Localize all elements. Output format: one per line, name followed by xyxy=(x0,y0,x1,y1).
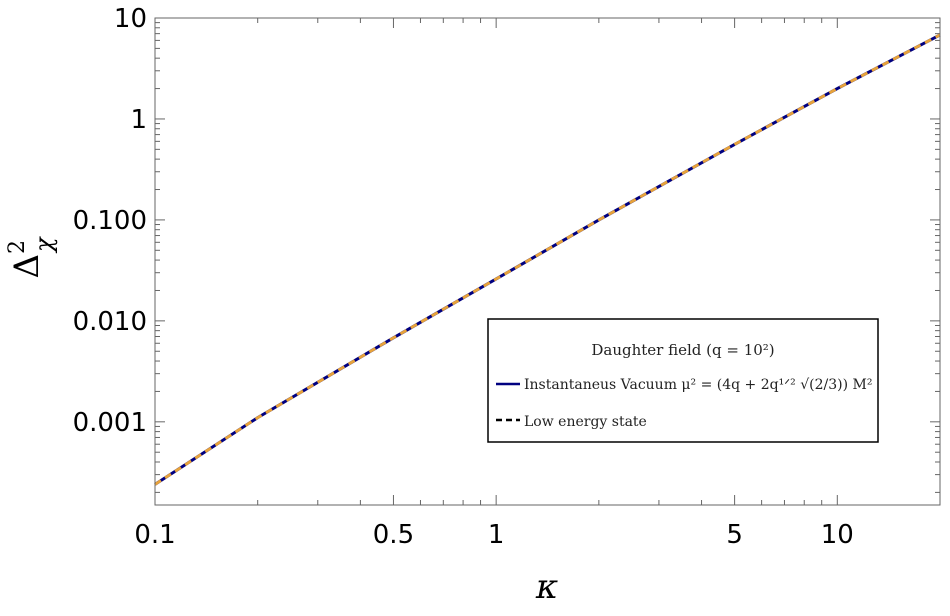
x-tick-label: 10 xyxy=(821,520,854,550)
legend-box xyxy=(487,318,879,443)
x-tick-label: 1 xyxy=(488,520,505,550)
svg-text:Δ2χ: Δ2χ xyxy=(5,236,58,279)
y-tick-label: 0.010 xyxy=(73,307,147,337)
legend-entry-instantaneous-vacuum: Instantaneus Vacuum μ² = (4q + 2q¹ᐟ² √(2… xyxy=(524,377,872,393)
series-line-1 xyxy=(154,33,941,486)
minor-ticks xyxy=(155,18,941,505)
y-axis-label-sup: 2 xyxy=(5,240,30,254)
x-tick-label: 0.5 xyxy=(373,520,414,550)
y-axis-label-sub: χ xyxy=(30,236,58,254)
series-layer xyxy=(154,33,941,486)
y-tick-label: 0.100 xyxy=(73,206,147,236)
x-tick-labels: 0.1 0.5 1 5 10 xyxy=(134,520,854,550)
legend-title: Daughter field (q = 10²) xyxy=(591,341,774,359)
y-axis-label: Δ2χ xyxy=(5,236,58,279)
x-axis-label: κ xyxy=(535,567,558,607)
x-tick-label: 5 xyxy=(726,520,743,550)
y-tick-label: 1 xyxy=(130,105,147,135)
y-tick-label: 10 xyxy=(114,4,147,34)
legend-entry-low-energy-state: Low energy state xyxy=(524,414,647,430)
y-axis-label-main: Δ xyxy=(7,254,47,279)
plot-frame xyxy=(154,17,941,506)
x-tick-label: 0.1 xyxy=(134,520,175,550)
y-tick-labels: 0.001 0.010 0.100 1 10 xyxy=(73,4,147,438)
y-tick-label: 0.001 xyxy=(73,408,147,438)
legend: Daughter field (q = 10²) Instantaneus Va… xyxy=(487,318,879,443)
